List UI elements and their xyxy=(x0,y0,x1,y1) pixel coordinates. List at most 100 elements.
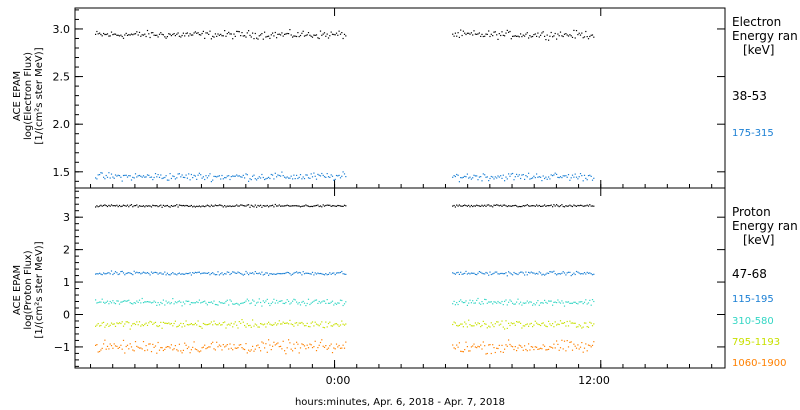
proton-data-point xyxy=(518,205,520,208)
proton-data-point xyxy=(590,322,592,324)
proton-data-point xyxy=(285,205,287,207)
proton-data-point xyxy=(509,272,511,274)
proton-data-point xyxy=(544,345,546,347)
proton-data-point xyxy=(201,272,203,274)
proton-data-point xyxy=(188,272,190,275)
proton-data-point xyxy=(587,326,590,328)
proton-data-point xyxy=(148,322,150,324)
electron-data-point xyxy=(149,176,151,178)
proton-data-point xyxy=(196,205,198,207)
proton-data-point xyxy=(510,300,512,302)
proton-data-point xyxy=(461,273,463,275)
proton-data-point xyxy=(285,272,287,274)
electron-data-point xyxy=(574,173,576,175)
proton-data-point xyxy=(205,348,207,350)
proton-data-point xyxy=(99,272,101,274)
proton-data-point xyxy=(553,326,555,328)
proton-data-point xyxy=(510,273,512,275)
proton-data-point xyxy=(105,324,107,326)
proton-data-point xyxy=(562,348,564,350)
proton-data-point xyxy=(114,303,117,305)
proton-data-point xyxy=(192,302,194,304)
proton-data-point xyxy=(546,349,548,351)
electron-data-point xyxy=(165,175,167,177)
proton-data-point xyxy=(96,324,98,326)
proton-data-point xyxy=(548,320,550,322)
electron-data-point xyxy=(192,34,194,36)
proton-data-point xyxy=(464,301,466,304)
proton-data-point xyxy=(238,344,240,346)
proton-data-point xyxy=(137,301,139,303)
proton-data-point xyxy=(229,343,231,345)
electron-data-point xyxy=(128,175,130,177)
proton-data-point xyxy=(274,203,276,206)
electron-data-point xyxy=(212,35,214,37)
electron-data-point xyxy=(268,35,270,37)
proton-data-point xyxy=(218,204,220,206)
electron-data-point xyxy=(337,34,339,36)
proton-data-point xyxy=(190,323,192,325)
electron-data-point xyxy=(198,172,200,174)
proton-data-point xyxy=(498,324,500,326)
electron-data-point xyxy=(454,175,456,178)
electron-data-point xyxy=(188,35,190,37)
proton-data-point xyxy=(258,272,260,274)
proton-data-point xyxy=(162,273,164,275)
proton-data-point xyxy=(581,273,583,275)
proton-data-point xyxy=(266,204,268,207)
proton-data-point xyxy=(549,323,551,325)
electron-data-point xyxy=(229,33,231,35)
proton-data-point xyxy=(299,322,302,324)
electron-data-point xyxy=(158,33,161,35)
proton-data-point xyxy=(325,273,327,275)
proton-data-point xyxy=(553,343,555,345)
proton-data-point xyxy=(130,325,133,327)
proton-data-point xyxy=(208,346,210,348)
proton-data-point xyxy=(561,300,563,302)
proton-data-point xyxy=(208,323,210,325)
proton-data-point xyxy=(520,301,522,303)
proton-data-point xyxy=(133,270,135,272)
proton-data-point xyxy=(575,205,578,207)
proton-data-point xyxy=(321,273,323,275)
proton-data-point xyxy=(100,204,102,206)
electron-data-point xyxy=(260,177,262,179)
electron-data-point xyxy=(341,32,343,34)
proton-data-point xyxy=(145,205,147,207)
proton-data-point xyxy=(242,302,244,304)
proton-data-point xyxy=(284,205,286,207)
proton-data-point xyxy=(528,271,530,273)
proton-data-point xyxy=(230,347,232,349)
proton-data-point xyxy=(521,346,523,348)
proton-data-point xyxy=(186,205,188,207)
proton-data-point xyxy=(458,342,460,344)
proton-data-point xyxy=(109,324,111,326)
electron-data-point xyxy=(280,175,282,177)
proton-data-point xyxy=(530,301,532,303)
proton-data-point xyxy=(269,344,271,346)
proton-data-point xyxy=(468,204,470,206)
proton-data-point xyxy=(474,346,476,348)
electron-data-point xyxy=(461,34,463,37)
proton-data-point xyxy=(161,206,163,208)
proton-data-point xyxy=(331,272,334,274)
proton-data-point xyxy=(196,272,198,274)
electron-data-point xyxy=(484,174,486,176)
proton-data-point xyxy=(457,346,459,348)
proton-data-point xyxy=(220,324,222,326)
proton-data-point xyxy=(122,339,125,341)
proton-data-point xyxy=(521,304,523,306)
proton-data-point xyxy=(282,205,284,207)
electron-data-point xyxy=(261,33,263,35)
proton-data-point xyxy=(137,272,139,274)
proton-data-point xyxy=(113,302,115,304)
proton-data-point xyxy=(182,301,184,303)
proton-data-point xyxy=(225,273,227,275)
electron-data-point xyxy=(142,34,145,36)
proton-data-point xyxy=(174,345,176,347)
proton-data-point xyxy=(466,205,468,207)
proton-data-point xyxy=(216,304,218,306)
proton-data-point xyxy=(538,304,540,306)
proton-data-point xyxy=(566,205,568,207)
proton-data-point xyxy=(118,204,121,207)
